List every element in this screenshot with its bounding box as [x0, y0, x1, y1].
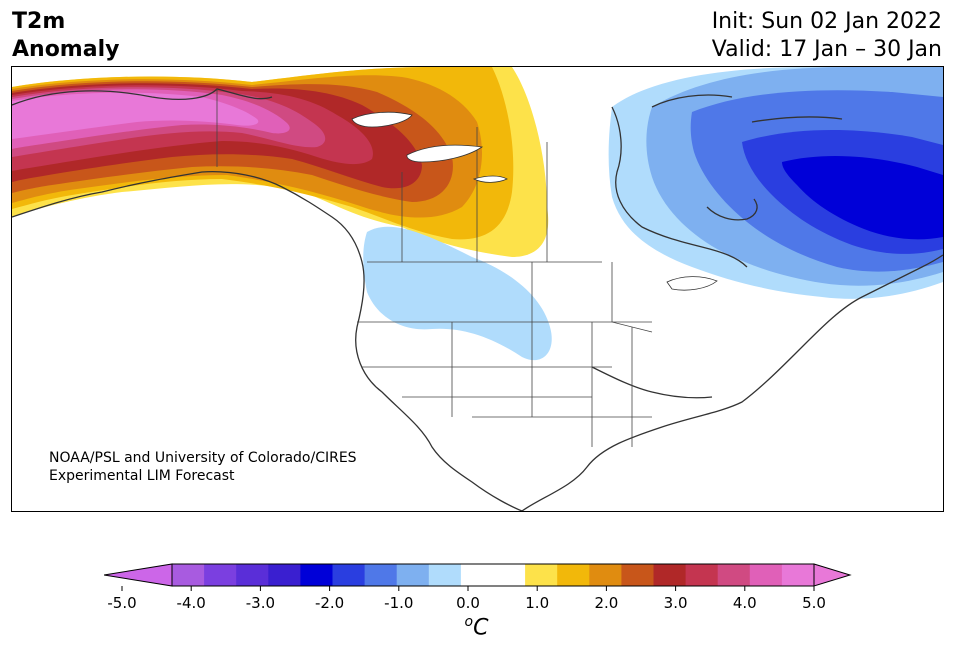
colorbar-tick-label: 3.0: [664, 594, 688, 612]
credit-line-1: NOAA/PSL and University of Colorado/CIRE…: [49, 450, 357, 466]
colorbar-segment: [781, 564, 815, 586]
colorbar-segment: [525, 564, 558, 586]
map-svg: [12, 67, 943, 511]
credit-line-2: Experimental LIM Forecast: [49, 468, 235, 484]
units-label: oC: [0, 614, 953, 640]
colorbar-tick-label: -4.0: [177, 594, 206, 612]
colorbar-segment: [332, 564, 366, 586]
colorbar-segment: [621, 564, 654, 586]
colorbar-tick-label: 4.0: [733, 594, 757, 612]
colorbar-tick-label: -3.0: [246, 594, 275, 612]
colorbar-tick-label: 1.0: [525, 594, 549, 612]
cool-anomaly-region: [363, 67, 943, 361]
colorbar-svg: -5.0 -4.0 -3.0 -2.0 -1.0 0.0 1.0 2.0 3.0 4.0 5.0: [103, 563, 852, 612]
political-borders: [216, 89, 653, 447]
colorbar-frame: [171, 563, 815, 587]
coastlines: [12, 88, 943, 511]
units-base: C: [473, 615, 489, 641]
colorbar-segment: [493, 564, 526, 586]
title-variable: T2m: [12, 9, 66, 34]
colorbar-tick-label: 2.0: [594, 594, 618, 612]
units-degree: o: [464, 614, 474, 630]
colorbar-segment: [204, 564, 237, 586]
colorbar-segment: [717, 564, 751, 586]
colorbar-segment: [749, 564, 783, 586]
colorbar-tick-label: -2.0: [315, 594, 344, 612]
credit-text: NOAA/PSL and University of Colorado/CIRE…: [49, 449, 357, 485]
title-block: T2m Anomaly: [12, 8, 119, 64]
init-date: Init: Sun 02 Jan 2022: [711, 9, 942, 34]
colorbar-segment: [300, 564, 333, 586]
colorbar-tick-label: -1.0: [384, 594, 413, 612]
colorbar-segment: [236, 564, 269, 586]
anomaly-map: [11, 66, 944, 512]
colorbar-segment: [396, 564, 430, 586]
title-type: Anomaly: [12, 37, 120, 62]
colorbar-over-arrow: [813, 563, 852, 587]
colorbar: -5.0 -4.0 -3.0 -2.0 -1.0 0.0 1.0 2.0 3.0 4.0 5.0: [103, 562, 854, 624]
lakes: [351, 111, 718, 291]
colorbar-segment: [557, 564, 590, 586]
warm-anomaly-region: [12, 67, 549, 257]
colorbar-tick-label: -5.0: [107, 594, 136, 612]
colorbar-segment: [364, 564, 398, 586]
date-block: Init: Sun 02 Jan 2022 Valid: 17 Jan – 30…: [712, 8, 942, 64]
colorbar-tick-label: 5.0: [802, 594, 826, 612]
colorbar-segment: [428, 564, 462, 586]
colorbar-under-arrow: [103, 563, 173, 587]
colorbar-segment: [589, 564, 622, 586]
colorbar-segment: [460, 564, 494, 586]
valid-range: Valid: 17 Jan – 30 Jan: [711, 37, 942, 62]
colorbar-tick-label: 0.0: [456, 594, 480, 612]
colorbar-segment: [685, 564, 719, 586]
colorbar-segment: [653, 564, 687, 586]
colorbar-segment: [172, 564, 205, 586]
colorbar-segment: [268, 564, 301, 586]
